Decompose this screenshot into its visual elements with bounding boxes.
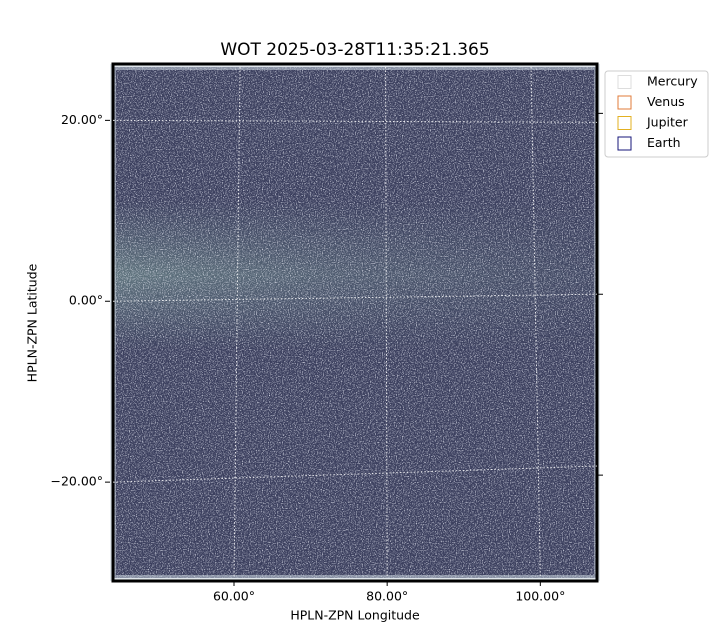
legend-marker (617, 75, 632, 89)
y-tick-label: −20.00° (50, 474, 103, 489)
grid-line (112, 465, 598, 483)
grid-line (112, 293, 598, 302)
legend-label: Venus (647, 94, 685, 109)
legend (604, 70, 709, 158)
legend-label: Earth (647, 135, 681, 150)
legend-label: Jupiter (646, 115, 689, 130)
y-tick-label: 0.00° (69, 293, 103, 308)
grid (112, 66, 598, 579)
y-tick-label: 20.00° (61, 112, 103, 127)
grid-line (233, 66, 241, 579)
x-tick-label: 80.00° (366, 589, 408, 604)
grid-line (385, 66, 388, 579)
grid-line (530, 66, 541, 579)
grid-line (112, 119, 598, 123)
x-tick-label: 100.00° (515, 589, 565, 604)
legend-marker (617, 136, 632, 151)
chart-title: WOT 2025-03-28T11:35:21.365 (220, 40, 489, 60)
image (110, 62, 600, 583)
legend-marker (617, 116, 632, 130)
legend-label: Mercury (647, 74, 698, 89)
x-tick-label: 60.00° (213, 589, 255, 604)
x-axis-label: HPLN-ZPN Longitude (290, 608, 420, 623)
y-axis-label: HPLN-ZPN Latitude (25, 263, 40, 382)
legend-marker (617, 95, 632, 110)
